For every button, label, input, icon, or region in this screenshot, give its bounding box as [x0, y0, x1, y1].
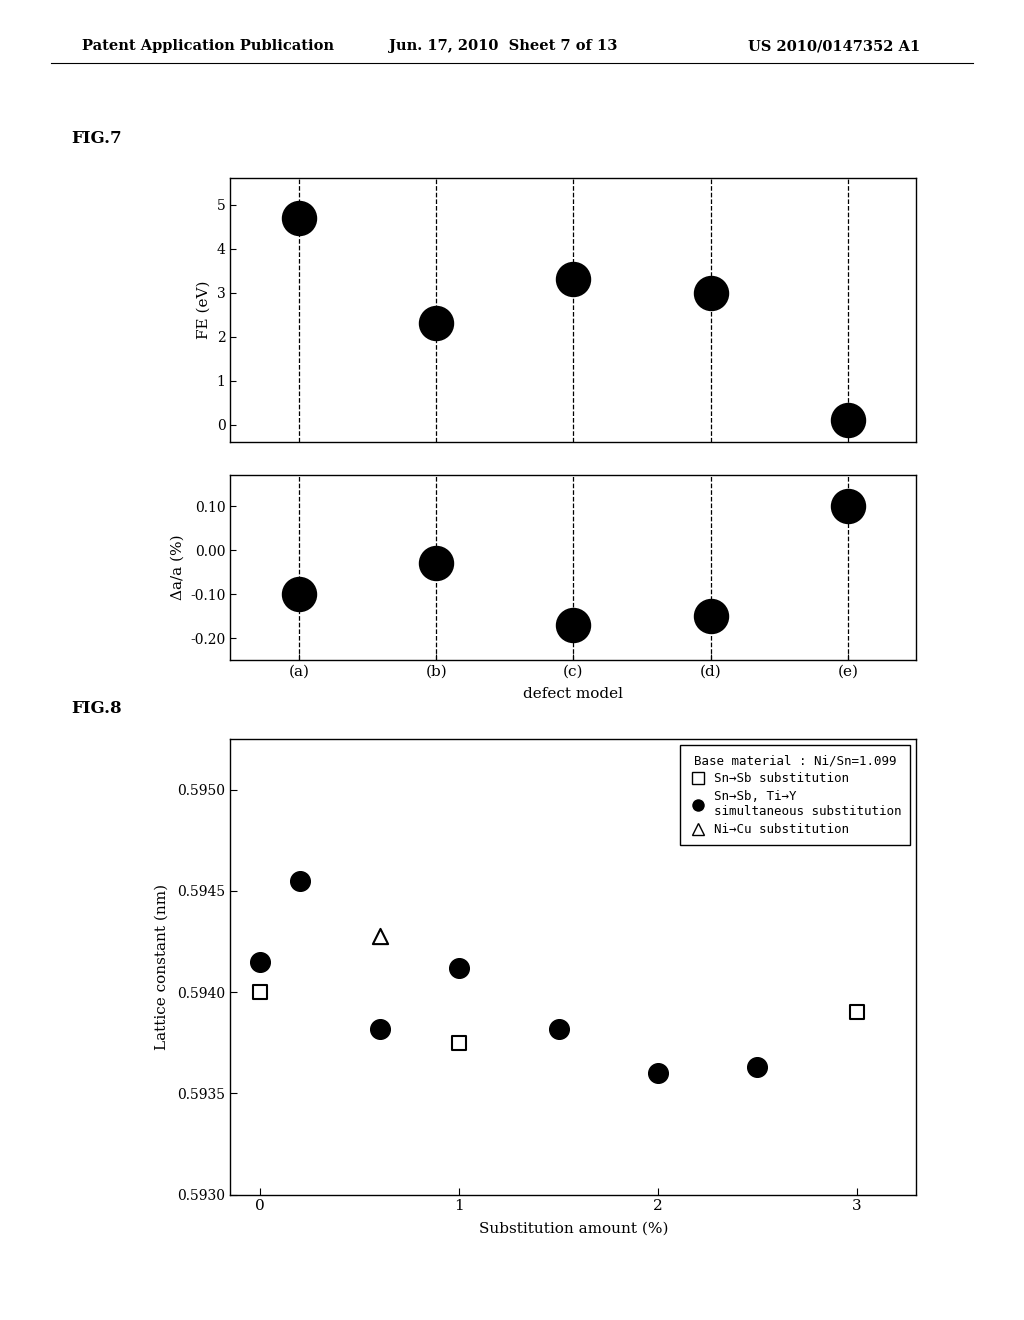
Point — [252, 982, 268, 1003]
Point — [840, 409, 856, 430]
Point — [428, 313, 444, 334]
Point — [849, 1002, 865, 1023]
Text: Patent Application Publication: Patent Application Publication — [82, 40, 334, 53]
Point — [252, 952, 268, 973]
Point — [372, 1018, 388, 1039]
X-axis label: Substitution amount (%): Substitution amount (%) — [478, 1222, 669, 1236]
X-axis label: defect model: defect model — [523, 688, 624, 701]
Point — [750, 1056, 766, 1077]
Point — [291, 583, 307, 605]
Legend: Sn→Sb substitution, Sn→Sb, Ti→Y
simultaneous substitution, Ni→Cu substitution: Sn→Sb substitution, Sn→Sb, Ti→Y simultan… — [680, 746, 910, 845]
Point — [702, 606, 719, 627]
Point — [565, 614, 582, 635]
Point — [451, 957, 467, 978]
Y-axis label: FE (eV): FE (eV) — [197, 281, 211, 339]
Point — [840, 495, 856, 516]
Point — [650, 1063, 667, 1084]
Point — [702, 282, 719, 304]
Text: Jun. 17, 2010  Sheet 7 of 13: Jun. 17, 2010 Sheet 7 of 13 — [389, 40, 617, 53]
Point — [291, 207, 307, 228]
Y-axis label: Lattice constant (nm): Lattice constant (nm) — [155, 884, 169, 1049]
Y-axis label: Δa/a (%): Δa/a (%) — [171, 535, 184, 601]
Text: US 2010/0147352 A1: US 2010/0147352 A1 — [748, 40, 920, 53]
Text: FIG.7: FIG.7 — [72, 131, 122, 147]
Point — [292, 870, 308, 891]
Point — [428, 553, 444, 574]
Text: FIG.8: FIG.8 — [72, 701, 122, 717]
Point — [550, 1018, 566, 1039]
Point — [451, 1032, 467, 1053]
Point — [372, 925, 388, 946]
Point — [565, 269, 582, 290]
